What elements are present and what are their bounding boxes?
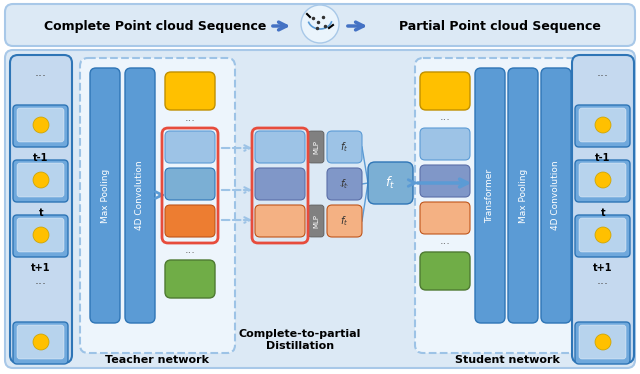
Circle shape [301, 5, 339, 43]
FancyBboxPatch shape [308, 205, 324, 237]
FancyBboxPatch shape [327, 131, 362, 163]
FancyBboxPatch shape [579, 325, 626, 359]
Text: Complete Point cloud Sequence: Complete Point cloud Sequence [44, 19, 266, 33]
FancyBboxPatch shape [165, 260, 215, 298]
Text: ...: ... [597, 273, 609, 286]
FancyBboxPatch shape [17, 163, 64, 197]
Text: ...: ... [440, 236, 451, 246]
Text: t: t [38, 208, 44, 218]
FancyBboxPatch shape [579, 218, 626, 252]
FancyBboxPatch shape [90, 68, 120, 323]
FancyBboxPatch shape [420, 202, 470, 234]
Text: MLP: MLP [313, 214, 319, 228]
Text: Student network: Student network [454, 355, 559, 365]
FancyBboxPatch shape [10, 55, 72, 363]
Text: Max Pooling: Max Pooling [100, 168, 109, 223]
FancyBboxPatch shape [17, 108, 64, 142]
Circle shape [33, 334, 49, 350]
FancyBboxPatch shape [13, 322, 68, 364]
FancyBboxPatch shape [13, 105, 68, 147]
Text: $f_t$: $f_t$ [340, 140, 348, 154]
FancyBboxPatch shape [575, 105, 630, 147]
Text: Teacher network: Teacher network [105, 355, 209, 365]
Circle shape [595, 227, 611, 243]
Text: Partial Point cloud Sequence: Partial Point cloud Sequence [399, 19, 601, 33]
FancyBboxPatch shape [17, 325, 64, 359]
FancyBboxPatch shape [579, 108, 626, 142]
Text: 4D Convolution: 4D Convolution [136, 161, 145, 230]
Text: Max Pooling: Max Pooling [518, 168, 527, 223]
Text: MLP: MLP [313, 140, 319, 154]
FancyBboxPatch shape [165, 72, 215, 110]
FancyBboxPatch shape [327, 168, 362, 200]
Text: ...: ... [597, 65, 609, 79]
FancyBboxPatch shape [255, 131, 305, 163]
Circle shape [595, 172, 611, 188]
FancyBboxPatch shape [579, 163, 626, 197]
Circle shape [33, 117, 49, 133]
FancyBboxPatch shape [475, 68, 505, 323]
FancyBboxPatch shape [165, 205, 215, 237]
FancyBboxPatch shape [575, 322, 630, 364]
Text: ...: ... [184, 113, 195, 123]
Text: ...: ... [339, 178, 349, 188]
Circle shape [33, 172, 49, 188]
FancyBboxPatch shape [13, 160, 68, 202]
Text: t: t [601, 208, 605, 218]
Text: t+1: t+1 [593, 263, 612, 273]
FancyBboxPatch shape [541, 68, 571, 323]
Text: $f_t$: $f_t$ [340, 177, 348, 191]
FancyBboxPatch shape [5, 50, 635, 368]
FancyBboxPatch shape [125, 68, 155, 323]
FancyBboxPatch shape [572, 55, 634, 363]
FancyBboxPatch shape [255, 205, 305, 237]
Text: $f_t$: $f_t$ [385, 175, 395, 191]
Text: t+1: t+1 [31, 263, 51, 273]
FancyBboxPatch shape [17, 218, 64, 252]
FancyBboxPatch shape [420, 72, 470, 110]
FancyBboxPatch shape [420, 252, 470, 290]
Text: ...: ... [184, 245, 195, 255]
Text: $f_t$: $f_t$ [340, 214, 348, 228]
FancyBboxPatch shape [368, 162, 413, 204]
Circle shape [595, 334, 611, 350]
Text: ...: ... [35, 273, 47, 286]
Text: t-1: t-1 [33, 153, 49, 163]
FancyBboxPatch shape [575, 160, 630, 202]
FancyBboxPatch shape [575, 215, 630, 257]
Text: Complete-to-partial
Distillation: Complete-to-partial Distillation [239, 329, 361, 351]
Circle shape [595, 117, 611, 133]
Text: Transformer: Transformer [486, 168, 495, 223]
Text: ...: ... [35, 65, 47, 79]
FancyBboxPatch shape [5, 4, 635, 46]
FancyBboxPatch shape [13, 215, 68, 257]
FancyBboxPatch shape [165, 131, 215, 163]
Text: t-1: t-1 [595, 153, 611, 163]
FancyBboxPatch shape [308, 131, 324, 163]
FancyBboxPatch shape [420, 165, 470, 197]
Text: ...: ... [440, 112, 451, 122]
FancyBboxPatch shape [327, 205, 362, 237]
Text: 4D Convolution: 4D Convolution [552, 161, 561, 230]
FancyBboxPatch shape [80, 58, 235, 353]
FancyBboxPatch shape [415, 58, 600, 353]
FancyBboxPatch shape [165, 168, 215, 200]
Circle shape [33, 227, 49, 243]
FancyBboxPatch shape [420, 128, 470, 160]
FancyBboxPatch shape [508, 68, 538, 323]
FancyBboxPatch shape [255, 168, 305, 200]
